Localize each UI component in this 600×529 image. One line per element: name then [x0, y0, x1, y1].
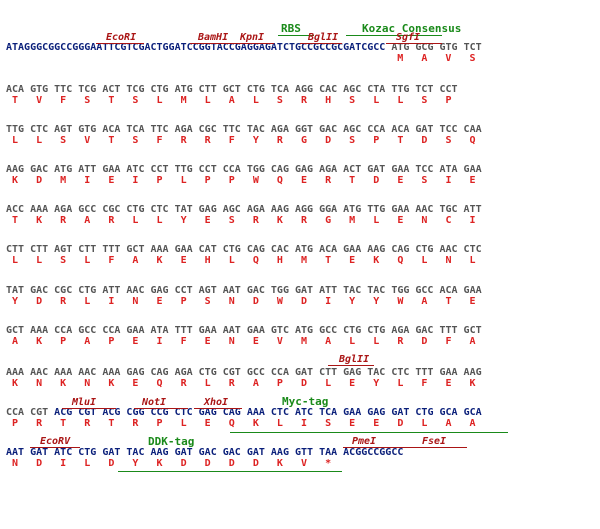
- site-label-fsei: FseI: [422, 436, 447, 447]
- amino-acid-line: L L S L F A K E H L Q H M T E K Q L N L: [12, 255, 476, 266]
- site-label-bamhi: BamHI: [198, 32, 229, 43]
- amino-acid-line: T K R A R L L Y E S R K R G M L E N C I: [12, 215, 476, 226]
- dna-line: TTG CTC AGT GTG ACA TCA TTC AGA CGC TTC …: [6, 125, 482, 135]
- dna-line: TAT GAC CGC CTG ATT AAC GAG CCT AGT AAT …: [6, 286, 482, 296]
- tag-label-kozac: Kozac Consensus: [362, 22, 462, 35]
- insert-sequence: AAG GAC ATG ATT GAA ATC CCT TTG CCT CCA …: [6, 164, 482, 175]
- amino-acid-line: K D M I E I P L P P W Q E R T D E S I E: [12, 175, 476, 186]
- vector-sequence: AAT GAT ATC CTG GAT TAC AAG GAT GAC GAC …: [6, 447, 404, 458]
- dna-line: AAG GAC ATG ATT GAA ATC CCT TTG CCT CCA …: [6, 165, 482, 175]
- site-label-sgfi: SgfI: [396, 32, 421, 43]
- tag-label-rbs: RBS: [281, 22, 301, 35]
- dna-line: GCT AAA CCA GCC CCA GAA ATA TTT GAA AAT …: [6, 326, 482, 336]
- site-label-xhoi: XhoI: [204, 397, 229, 408]
- dna-line: AAT GAT ATC CTG GAT TAC AAG GAT GAC GAC …: [6, 448, 403, 458]
- insert-sequence: ACC AAA AGA GCC CGC CTG CTC TAT GAG AGC …: [6, 204, 482, 215]
- dna-line: CCA CGT ACG CGT ACG CGG CCG CTC GAG CAG …: [6, 408, 482, 418]
- insert-sequence: ATG GCG GTG TCT: [385, 42, 482, 53]
- amino-acid-line: N D I L D Y K D D D D K V *: [12, 458, 332, 469]
- insert-sequence: ACA GTG TTC TCG ACT TCG CTG ATG CTT GCT …: [6, 84, 458, 95]
- insert-sequence: TTG CTC AGT GTG ACA TCA TTC AGA CGC TTC …: [6, 124, 482, 135]
- tag-label-ddk: DDK-tag: [148, 435, 195, 448]
- site-label-ecorv: EcoRV: [40, 436, 71, 447]
- vector-sequence: ATAGGGCGGCCGGGAATTCGTCGACTGGATCCGGTACCGA…: [6, 42, 386, 53]
- insert-sequence: CCA CGT: [6, 407, 55, 418]
- insert-sequence: AAA AAC AAA AAC AAA GAG CAG AGA CTG CGT …: [6, 367, 482, 378]
- amino-acid-line: M A V S: [397, 53, 476, 64]
- site-label-ecori: EcoRI: [106, 32, 137, 43]
- amino-acid-line: T V F S T S L M L A L S R H S L L S P: [12, 95, 452, 106]
- dna-line: ACC AAA AGA GCC CGC CTG CTC TAT GAG AGC …: [6, 205, 482, 215]
- dna-line: CTT CTT AGT CTT TTT GCT AAA GAA CAT CTG …: [6, 245, 482, 255]
- dna-line: ATAGGGCGGCCGGGAATTCGTCGACTGGATCCGGTACCGA…: [6, 43, 482, 53]
- site-label-pmei: PmeI: [352, 436, 377, 447]
- amino-acid-line: P R T R T R P L E Q K L I S E E D L A A: [12, 418, 476, 429]
- site-label-kpni: KpnI: [240, 32, 265, 43]
- site-label-mlui: MluI: [72, 397, 97, 408]
- amino-acid-line: L L S V T S F R R F Y R G D S P T D S Q: [12, 135, 476, 146]
- amino-acid-line: Y D R L I N E P S N D W D I Y Y W A T E: [12, 296, 476, 307]
- site-label-bglii: BglII: [308, 32, 339, 43]
- site-label-bglii-2: BglII: [339, 354, 370, 365]
- amino-acid-line: K N K N K E Q R L R A P D L E Y L F E K: [12, 378, 476, 389]
- amino-acid-line: A K P A P E I F E N E V M A L L R D F A: [12, 336, 476, 347]
- tag-label-myc: Myc-tag: [282, 395, 329, 408]
- dna-line: AAA AAC AAA AAC AAA GAG CAG AGA CTG CGT …: [6, 368, 482, 378]
- insert-sequence: CTT CTT AGT CTT TTT GCT AAA GAA CAT CTG …: [6, 244, 482, 255]
- vector-sequence: ACG CGT ACG CGG CCG CTC GAG CAG AAA CTC …: [54, 407, 482, 418]
- dna-line: ACA GTG TTC TCG ACT TCG CTG ATG CTT GCT …: [6, 85, 458, 95]
- insert-sequence: TAT GAC CGC CTG ATT AAC GAG CCT AGT AAT …: [6, 285, 482, 296]
- site-label-noti: NotI: [142, 397, 167, 408]
- insert-sequence: GCT AAA CCA GCC CCA GAA ATA TTT GAA AAT …: [6, 325, 482, 336]
